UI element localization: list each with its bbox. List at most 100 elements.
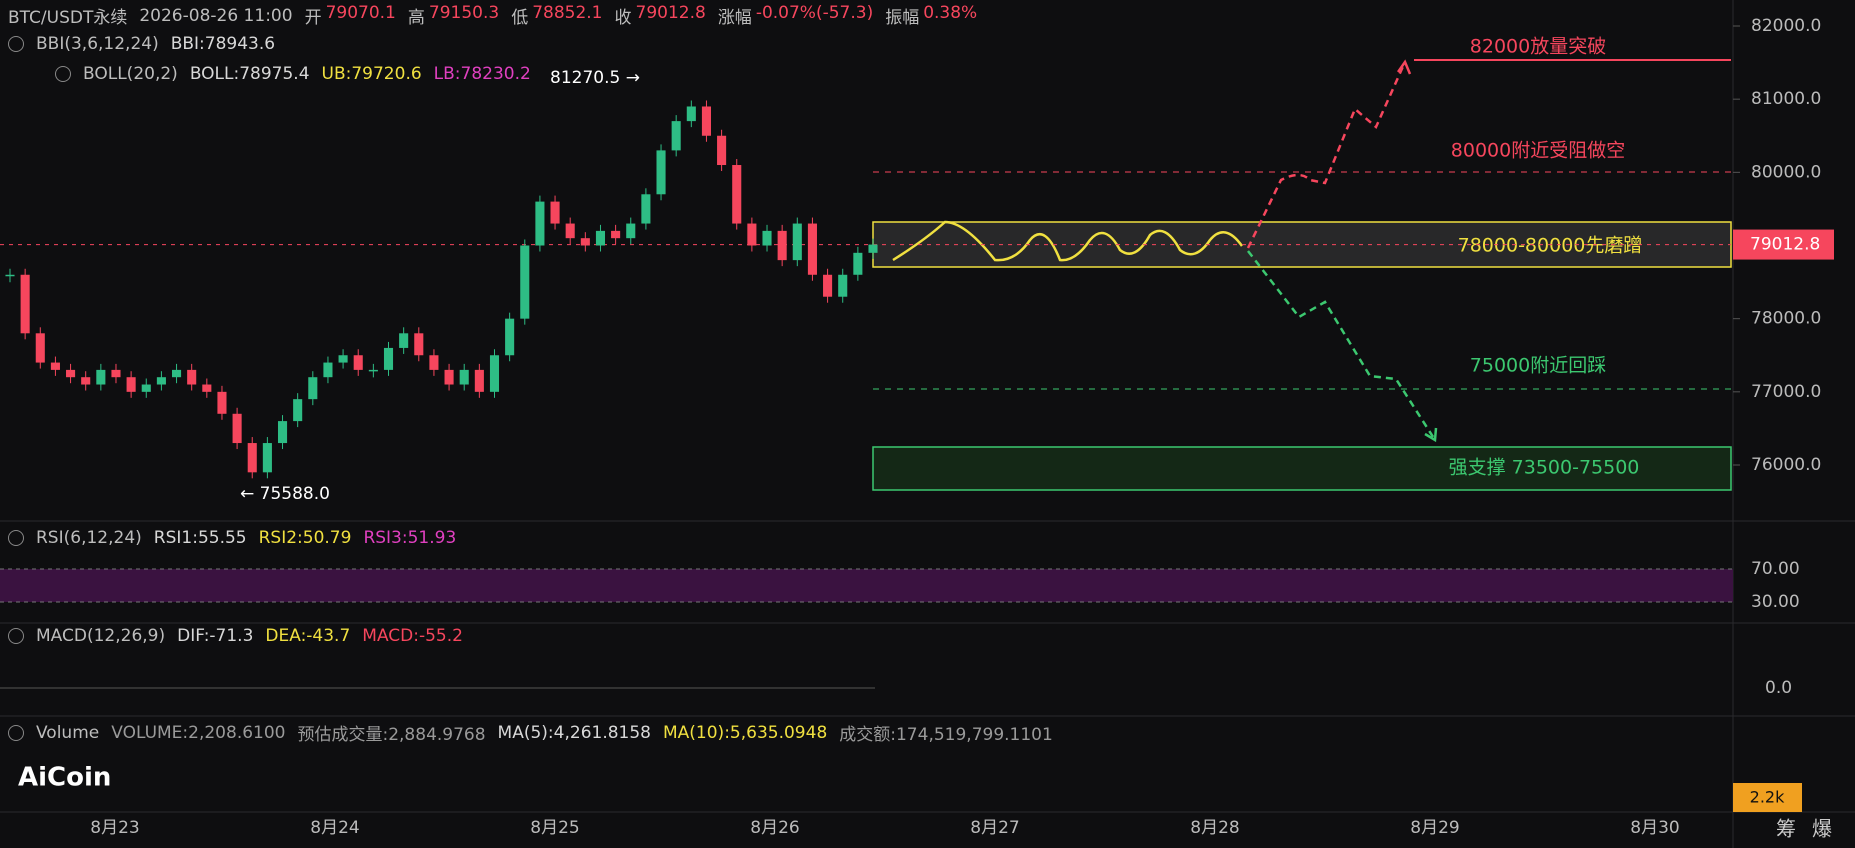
- indicator-value: VOLUME:2,208.6100: [111, 722, 286, 743]
- candle: [671, 121, 681, 151]
- candle: [172, 369, 182, 378]
- candle: [762, 230, 772, 246]
- candle: [626, 223, 636, 239]
- field: 涨幅 -0.07%(-57.3): [718, 3, 873, 28]
- field-value: 79150.3: [428, 3, 500, 23]
- field-value: 0.38%: [923, 3, 978, 23]
- candle: [807, 223, 817, 275]
- toggle[interactable]: [8, 530, 24, 546]
- candle: [262, 443, 272, 473]
- candle: [338, 355, 348, 363]
- date-label: 8月29: [1410, 818, 1459, 838]
- indicator-value: DEA:-43.7: [265, 626, 351, 646]
- candle: [838, 274, 848, 297]
- candle: [247, 443, 257, 473]
- support-box: [872, 446, 1732, 491]
- indicator-value: BOLL:78975.4: [189, 64, 310, 84]
- indicator-name: MACD(12,26,9): [36, 626, 166, 646]
- candle: [50, 362, 60, 370]
- price-tick: 81000.0: [1751, 89, 1821, 109]
- date-label: 8月23: [90, 818, 139, 838]
- arrow-head: [1396, 59, 1412, 75]
- volume-badge-bg: [1733, 783, 1802, 812]
- field-label: 开: [304, 8, 322, 28]
- side-button[interactable]: 爆: [1812, 817, 1832, 841]
- indicator-value: DIF:-71.3: [177, 626, 254, 646]
- indicator-name: Volume: [36, 722, 100, 743]
- field-label: 收: [614, 8, 632, 28]
- indicator-row: RSI(6,12,24) RSI1:55.55 RSI2:50.79 RSI3:51.…: [8, 528, 456, 548]
- toggle[interactable]: [55, 66, 71, 82]
- candle: [732, 165, 742, 224]
- candle: [20, 274, 30, 334]
- annotation: 80000附近受阻做空: [1451, 140, 1625, 162]
- candle: [293, 399, 303, 422]
- current-price: 79012.8: [1750, 235, 1820, 255]
- indicator-value: MA(10):5,635.0948: [663, 722, 828, 743]
- price-tick: 77000.0: [1751, 382, 1821, 402]
- indicator-row: BBI(3,6,12,24) BBI:78943.6: [8, 34, 275, 54]
- indicator-value: LB:78230.2: [433, 64, 531, 84]
- macd-tick: 0.0: [1765, 678, 1792, 698]
- candle: [323, 362, 333, 378]
- indicator-row: BOLL(20,2) BOLL:78975.4 UB:79720.6 LB:78230…: [55, 64, 531, 84]
- candle: [399, 333, 409, 348]
- indicator-name: BBI(3,6,12,24): [36, 34, 159, 54]
- candle: [156, 377, 166, 385]
- time: 2026-08-26 11:00: [139, 5, 293, 26]
- candle: [717, 135, 727, 166]
- date-label: 8月25: [530, 818, 579, 838]
- rsi-band: [0, 569, 1733, 602]
- candle: [474, 369, 484, 392]
- candle: [383, 347, 394, 370]
- candle: [5, 274, 15, 277]
- rsi-tick: 70.00: [1751, 559, 1800, 579]
- date-label: 8月26: [750, 818, 799, 838]
- price-tick: 80000.0: [1751, 162, 1821, 182]
- price-tick: 76000.0: [1751, 455, 1821, 475]
- candle: [368, 369, 378, 372]
- candle: [656, 150, 666, 195]
- candle: [429, 355, 439, 370]
- indicator-value: MA(5):4,261.8158: [497, 722, 651, 743]
- candle: [505, 318, 515, 356]
- candle: [686, 106, 696, 122]
- candle: [853, 252, 863, 275]
- field-value: 78852.1: [532, 3, 603, 23]
- field: 收 79012.8: [615, 3, 706, 28]
- date-label: 8月27: [970, 818, 1019, 838]
- candle: [96, 369, 106, 385]
- indicator-value: BBI:78943.6: [170, 34, 276, 54]
- toggle[interactable]: [8, 628, 24, 644]
- field: 低 78852.1: [511, 3, 602, 28]
- low-label: ← 75588.0: [240, 484, 330, 504]
- candle: [595, 230, 606, 246]
- annotation: 强支撑 73500-75500: [1449, 457, 1640, 479]
- toggle[interactable]: [8, 36, 24, 52]
- field-value: 79070.1: [325, 3, 396, 23]
- toggle[interactable]: [8, 724, 24, 741]
- wave-path: [892, 220, 1244, 262]
- candle: [868, 244, 878, 253]
- side-button[interactable]: 筹: [1776, 817, 1796, 841]
- candle: [217, 391, 227, 414]
- indicator-value: UB:79720.6: [321, 64, 422, 84]
- field-label: 低: [511, 8, 529, 28]
- candle: [777, 230, 787, 261]
- field: 振幅 0.38%: [885, 3, 977, 28]
- indicator-row: Volume VOLUME:2,208.6100 预估成交量:2,884.9768 M…: [8, 720, 1053, 745]
- indicator-row: MACD(12,26,9) DIF:-71.3 DEA:-43.7 MACD:-55.…: [8, 626, 463, 646]
- candle: [232, 413, 242, 444]
- price-tick: 78000.0: [1751, 309, 1821, 329]
- candle: [444, 369, 454, 385]
- bear-path: [1247, 250, 1437, 441]
- candle: [111, 369, 121, 378]
- candle: [459, 369, 469, 385]
- candle: [747, 223, 757, 246]
- candle: [535, 201, 545, 246]
- rsi-tick: 30.00: [1751, 592, 1800, 612]
- candle: [81, 377, 91, 385]
- volume-badge: 2.2k: [1750, 788, 1785, 807]
- header: BTC/USDT永续 2026-08-26 11:00 开 79070.1 高 79150…: [8, 3, 977, 28]
